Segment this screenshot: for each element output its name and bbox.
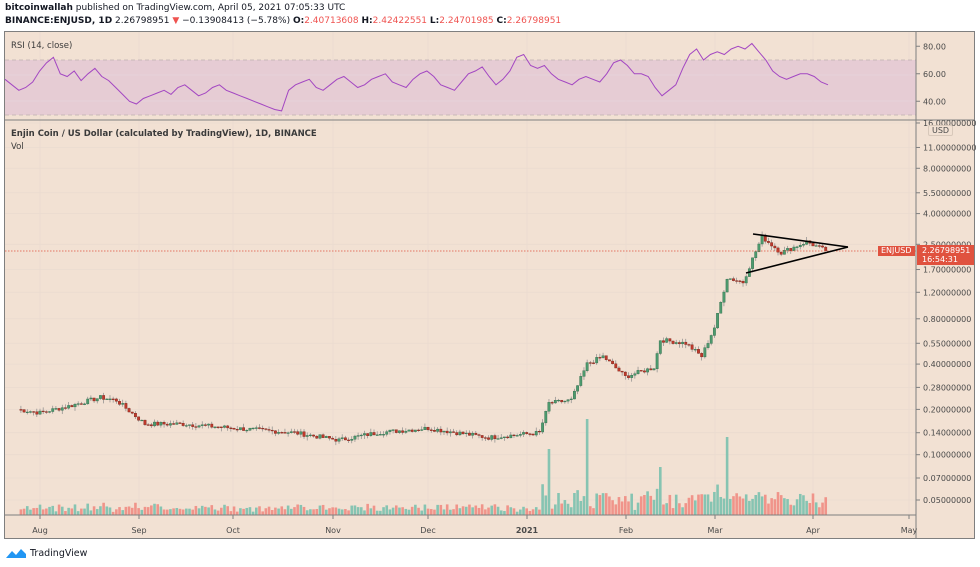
svg-text:Apr: Apr — [806, 526, 821, 535]
svg-text:11.00000000: 11.00000000 — [923, 143, 976, 152]
svg-text:0.07000000: 0.07000000 — [923, 474, 971, 483]
svg-text:Aug: Aug — [32, 526, 48, 535]
svg-text:1.70000000: 1.70000000 — [923, 266, 971, 275]
volume-label[interactable]: Vol — [11, 142, 24, 152]
high-value: 2.42422551 — [372, 16, 428, 26]
down-arrow-icon: ▼ — [172, 16, 180, 26]
svg-text:0.40000000: 0.40000000 — [923, 360, 971, 369]
svg-text:1.20000000: 1.20000000 — [923, 288, 971, 297]
last-price-tag: 2.26798951 16:54:31 — [917, 245, 974, 265]
close-label: C: — [496, 16, 507, 26]
rsi-line — [4, 42, 829, 112]
svg-text:60.00: 60.00 — [923, 70, 946, 79]
price-axis[interactable]: 16.00000000 11.00000000 8.00000000 5.500000… — [916, 119, 976, 505]
close-value: 2.26798951 — [506, 16, 562, 26]
high-label: H: — [361, 16, 373, 26]
svg-text:0.55000000: 0.55000000 — [923, 339, 971, 348]
published-text: published on TradingView.com, April 05, … — [75, 3, 346, 13]
low-label: L: — [429, 16, 440, 26]
symbol-price-tag: ENJUSD — [878, 246, 915, 256]
svg-text:0.05000000: 0.05000000 — [923, 496, 971, 505]
svg-text:4.00000000: 4.00000000 — [923, 210, 971, 219]
svg-text:2.50000000: 2.50000000 — [923, 240, 971, 249]
ohlc-legend: BINANCE:ENJUSD, 1D 2.26798951 ▼ −0.13908… — [5, 16, 561, 26]
publish-info: bitcoinwallah published on TradingView.c… — [5, 3, 345, 13]
svg-text:0.14000000: 0.14000000 — [923, 429, 971, 438]
svg-text:0.28000000: 0.28000000 — [923, 383, 971, 392]
rsi-band — [5, 60, 916, 115]
low-value: 2.24701985 — [439, 16, 494, 26]
last-price: 2.26798951 — [115, 16, 170, 26]
tradingview-cloud-icon — [6, 549, 26, 558]
svg-text:Mar: Mar — [707, 526, 723, 535]
chart-title: Enjin Coin / US Dollar (calculated by Tr… — [11, 129, 317, 139]
svg-text:0.10000000: 0.10000000 — [923, 451, 971, 460]
volume-bars — [19, 419, 828, 515]
price-change: −0.13908413 (−5.78%) — [182, 16, 291, 26]
rsi-label[interactable]: RSI (14, close) — [11, 41, 73, 51]
svg-text:16.00000000: 16.00000000 — [923, 119, 976, 128]
brand-name: TradingView — [30, 547, 88, 559]
last-price-value: 2.26798951 — [922, 246, 971, 255]
svg-text:Oct: Oct — [226, 526, 240, 535]
svg-text:Feb: Feb — [619, 526, 633, 535]
candlesticks — [19, 231, 828, 446]
bar-countdown: 16:54:31 — [922, 255, 958, 264]
svg-text:0.80000000: 0.80000000 — [923, 315, 971, 324]
svg-text:2021: 2021 — [516, 526, 539, 535]
currency-button[interactable]: USD — [928, 125, 954, 136]
svg-text:40.00: 40.00 — [923, 97, 946, 106]
svg-text:May: May — [901, 526, 918, 535]
svg-text:8.00000000: 8.00000000 — [923, 164, 971, 173]
rsi-pane — [4, 42, 916, 116]
open-value: 2.40713608 — [304, 16, 359, 26]
symbol-label: BINANCE:ENJUSD, 1D — [5, 16, 113, 26]
rsi-axis[interactable]: 80.00 60.00 40.00 — [916, 42, 946, 106]
svg-text:Nov: Nov — [325, 526, 341, 535]
svg-text:Sep: Sep — [131, 526, 146, 535]
svg-text:Dec: Dec — [420, 526, 435, 535]
horizontal-gridlines — [5, 122, 916, 501]
open-label: O: — [292, 16, 305, 26]
svg-text:80.00: 80.00 — [923, 42, 946, 51]
tradingview-logo[interactable]: TradingView — [5, 547, 87, 559]
author-name[interactable]: bitcoinwallah — [5, 3, 73, 13]
time-axis[interactable]: Aug Sep Oct Nov Dec 2021 Feb Mar Apr May — [32, 515, 918, 535]
svg-text:0.20000000: 0.20000000 — [923, 405, 971, 414]
svg-text:5.50000000: 5.50000000 — [923, 189, 971, 198]
triangle-pattern-drawing[interactable] — [745, 233, 849, 274]
